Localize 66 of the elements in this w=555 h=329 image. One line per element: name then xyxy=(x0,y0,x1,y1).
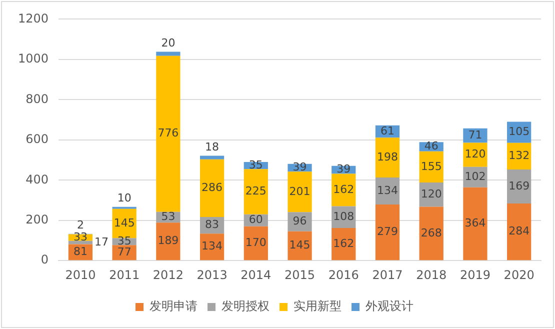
data-label: 162 xyxy=(333,236,354,250)
data-label: 134 xyxy=(202,240,223,253)
data-label: 201 xyxy=(289,184,310,198)
x-tick-label: 2019 xyxy=(460,268,490,282)
data-label: 61 xyxy=(380,124,394,138)
x-tick-label: 2017 xyxy=(372,268,403,282)
data-label: 71 xyxy=(468,128,482,142)
y-tick-label: 400 xyxy=(26,172,49,186)
x-tick-label: 2020 xyxy=(504,268,534,282)
legend-label: 发明申请 xyxy=(150,299,198,314)
legend-label: 外观设计 xyxy=(366,299,414,314)
y-tick-label: 1200 xyxy=(18,11,49,26)
y-tick-label: 800 xyxy=(26,92,49,106)
x-tick-label: 2010 xyxy=(65,268,96,282)
y-tick-label: 1000 xyxy=(18,52,49,66)
data-label: 53 xyxy=(161,210,176,224)
data-label: 225 xyxy=(245,184,266,198)
data-label: 102 xyxy=(464,170,486,183)
data-label: 155 xyxy=(420,160,442,173)
data-label: 120 xyxy=(420,187,442,200)
data-label: 134 xyxy=(376,184,398,197)
x-tick-label: 2014 xyxy=(240,268,272,282)
data-label: 35 xyxy=(117,234,132,248)
data-label: 268 xyxy=(420,226,442,240)
data-label: 20 xyxy=(161,36,176,50)
data-label: 286 xyxy=(202,181,223,194)
y-tick-label: 200 xyxy=(26,212,49,226)
legend-label: 实用新型 xyxy=(294,299,342,314)
data-label: 60 xyxy=(248,213,263,226)
legend-label: 发明授权 xyxy=(222,299,270,314)
data-label: 279 xyxy=(376,225,398,238)
y-tick-label: 0 xyxy=(40,252,49,267)
data-label: 17 xyxy=(94,235,109,248)
data-label: 39 xyxy=(292,160,307,174)
x-tick-label: 2015 xyxy=(284,268,316,282)
x-tick-label: 2013 xyxy=(196,268,228,282)
data-label: 284 xyxy=(508,224,530,238)
data-label: 35 xyxy=(248,158,263,172)
data-label: 145 xyxy=(114,216,135,230)
data-label: 189 xyxy=(158,234,179,248)
data-label: 108 xyxy=(333,210,354,224)
data-label: 39 xyxy=(336,162,351,176)
x-tick-label: 2012 xyxy=(152,268,184,282)
data-label: 776 xyxy=(158,126,179,140)
data-label: 169 xyxy=(508,179,530,192)
data-label: 170 xyxy=(245,236,266,250)
data-label: 120 xyxy=(464,148,486,161)
data-label: 33 xyxy=(73,230,88,244)
x-tick-label: 2011 xyxy=(109,268,140,282)
x-tick-label: 2018 xyxy=(416,268,447,282)
data-label: 162 xyxy=(333,182,354,196)
x-tick-label: 2016 xyxy=(328,268,359,282)
y-tick-label: 600 xyxy=(26,132,49,146)
data-label: 145 xyxy=(289,238,310,252)
data-label: 18 xyxy=(205,140,220,154)
data-label: 46 xyxy=(424,140,438,153)
data-label: 132 xyxy=(508,149,530,162)
data-label: 198 xyxy=(376,150,398,164)
data-label: 2 xyxy=(76,218,84,232)
data-label: 81 xyxy=(73,245,88,258)
data-label: 364 xyxy=(464,216,486,230)
data-label: 105 xyxy=(508,125,530,138)
data-label: 83 xyxy=(205,218,220,232)
data-label: 96 xyxy=(292,214,307,228)
data-label: 77 xyxy=(117,245,132,258)
data-label: 10 xyxy=(117,192,132,205)
